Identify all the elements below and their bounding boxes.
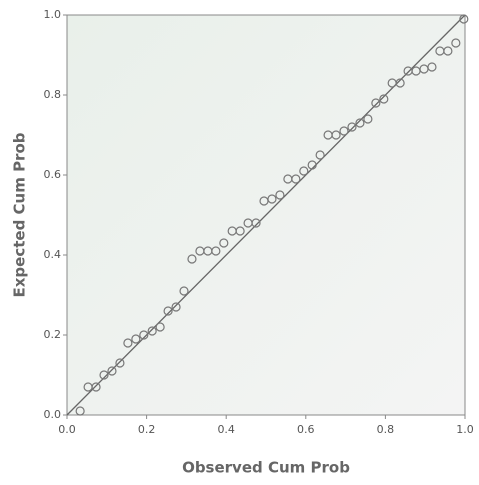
point	[379, 94, 389, 104]
y-axis-title: Expected Cum Prob	[11, 132, 29, 297]
point	[371, 98, 381, 108]
x-tick-label: 0.8	[377, 423, 395, 436]
point	[251, 218, 261, 228]
point	[267, 194, 277, 204]
y-tick-label: 0.4	[44, 248, 62, 261]
point	[395, 78, 405, 88]
x-tick-label: 0.4	[217, 423, 235, 436]
y-tick-label: 0.2	[44, 328, 62, 341]
x-tick-label: 1.0	[456, 423, 474, 436]
point	[147, 326, 157, 336]
y-tick-label: 0.6	[44, 168, 62, 181]
point	[235, 226, 245, 236]
point	[339, 126, 349, 136]
point	[315, 150, 325, 160]
reference-line	[66, 14, 466, 416]
point	[75, 406, 85, 416]
x-axis-title: Observed Cum Prob	[182, 459, 350, 477]
point	[355, 118, 365, 128]
point	[299, 166, 309, 176]
point	[123, 338, 133, 348]
point	[331, 130, 341, 140]
x-tick-label: 0.0	[58, 423, 76, 436]
point	[459, 14, 469, 24]
point	[219, 238, 229, 248]
point	[131, 334, 141, 344]
point	[275, 190, 285, 200]
x-tick-label: 0.6	[297, 423, 315, 436]
point	[115, 358, 125, 368]
point	[347, 122, 357, 132]
point	[443, 46, 453, 56]
point	[307, 160, 317, 170]
point	[171, 302, 181, 312]
point	[99, 370, 109, 380]
x-tick-label: 0.2	[138, 423, 156, 436]
point	[91, 382, 101, 392]
point	[211, 246, 221, 256]
point	[291, 174, 301, 184]
point	[155, 322, 165, 332]
point	[107, 366, 117, 376]
point	[163, 306, 173, 316]
y-tick-label: 0.8	[44, 88, 62, 101]
point	[451, 38, 461, 48]
y-tick-label: 1.0	[44, 8, 62, 21]
point	[363, 114, 373, 124]
point	[139, 330, 149, 340]
point	[427, 62, 437, 72]
y-tick-label: 0.0	[44, 408, 62, 421]
point	[187, 254, 197, 264]
point	[179, 286, 189, 296]
